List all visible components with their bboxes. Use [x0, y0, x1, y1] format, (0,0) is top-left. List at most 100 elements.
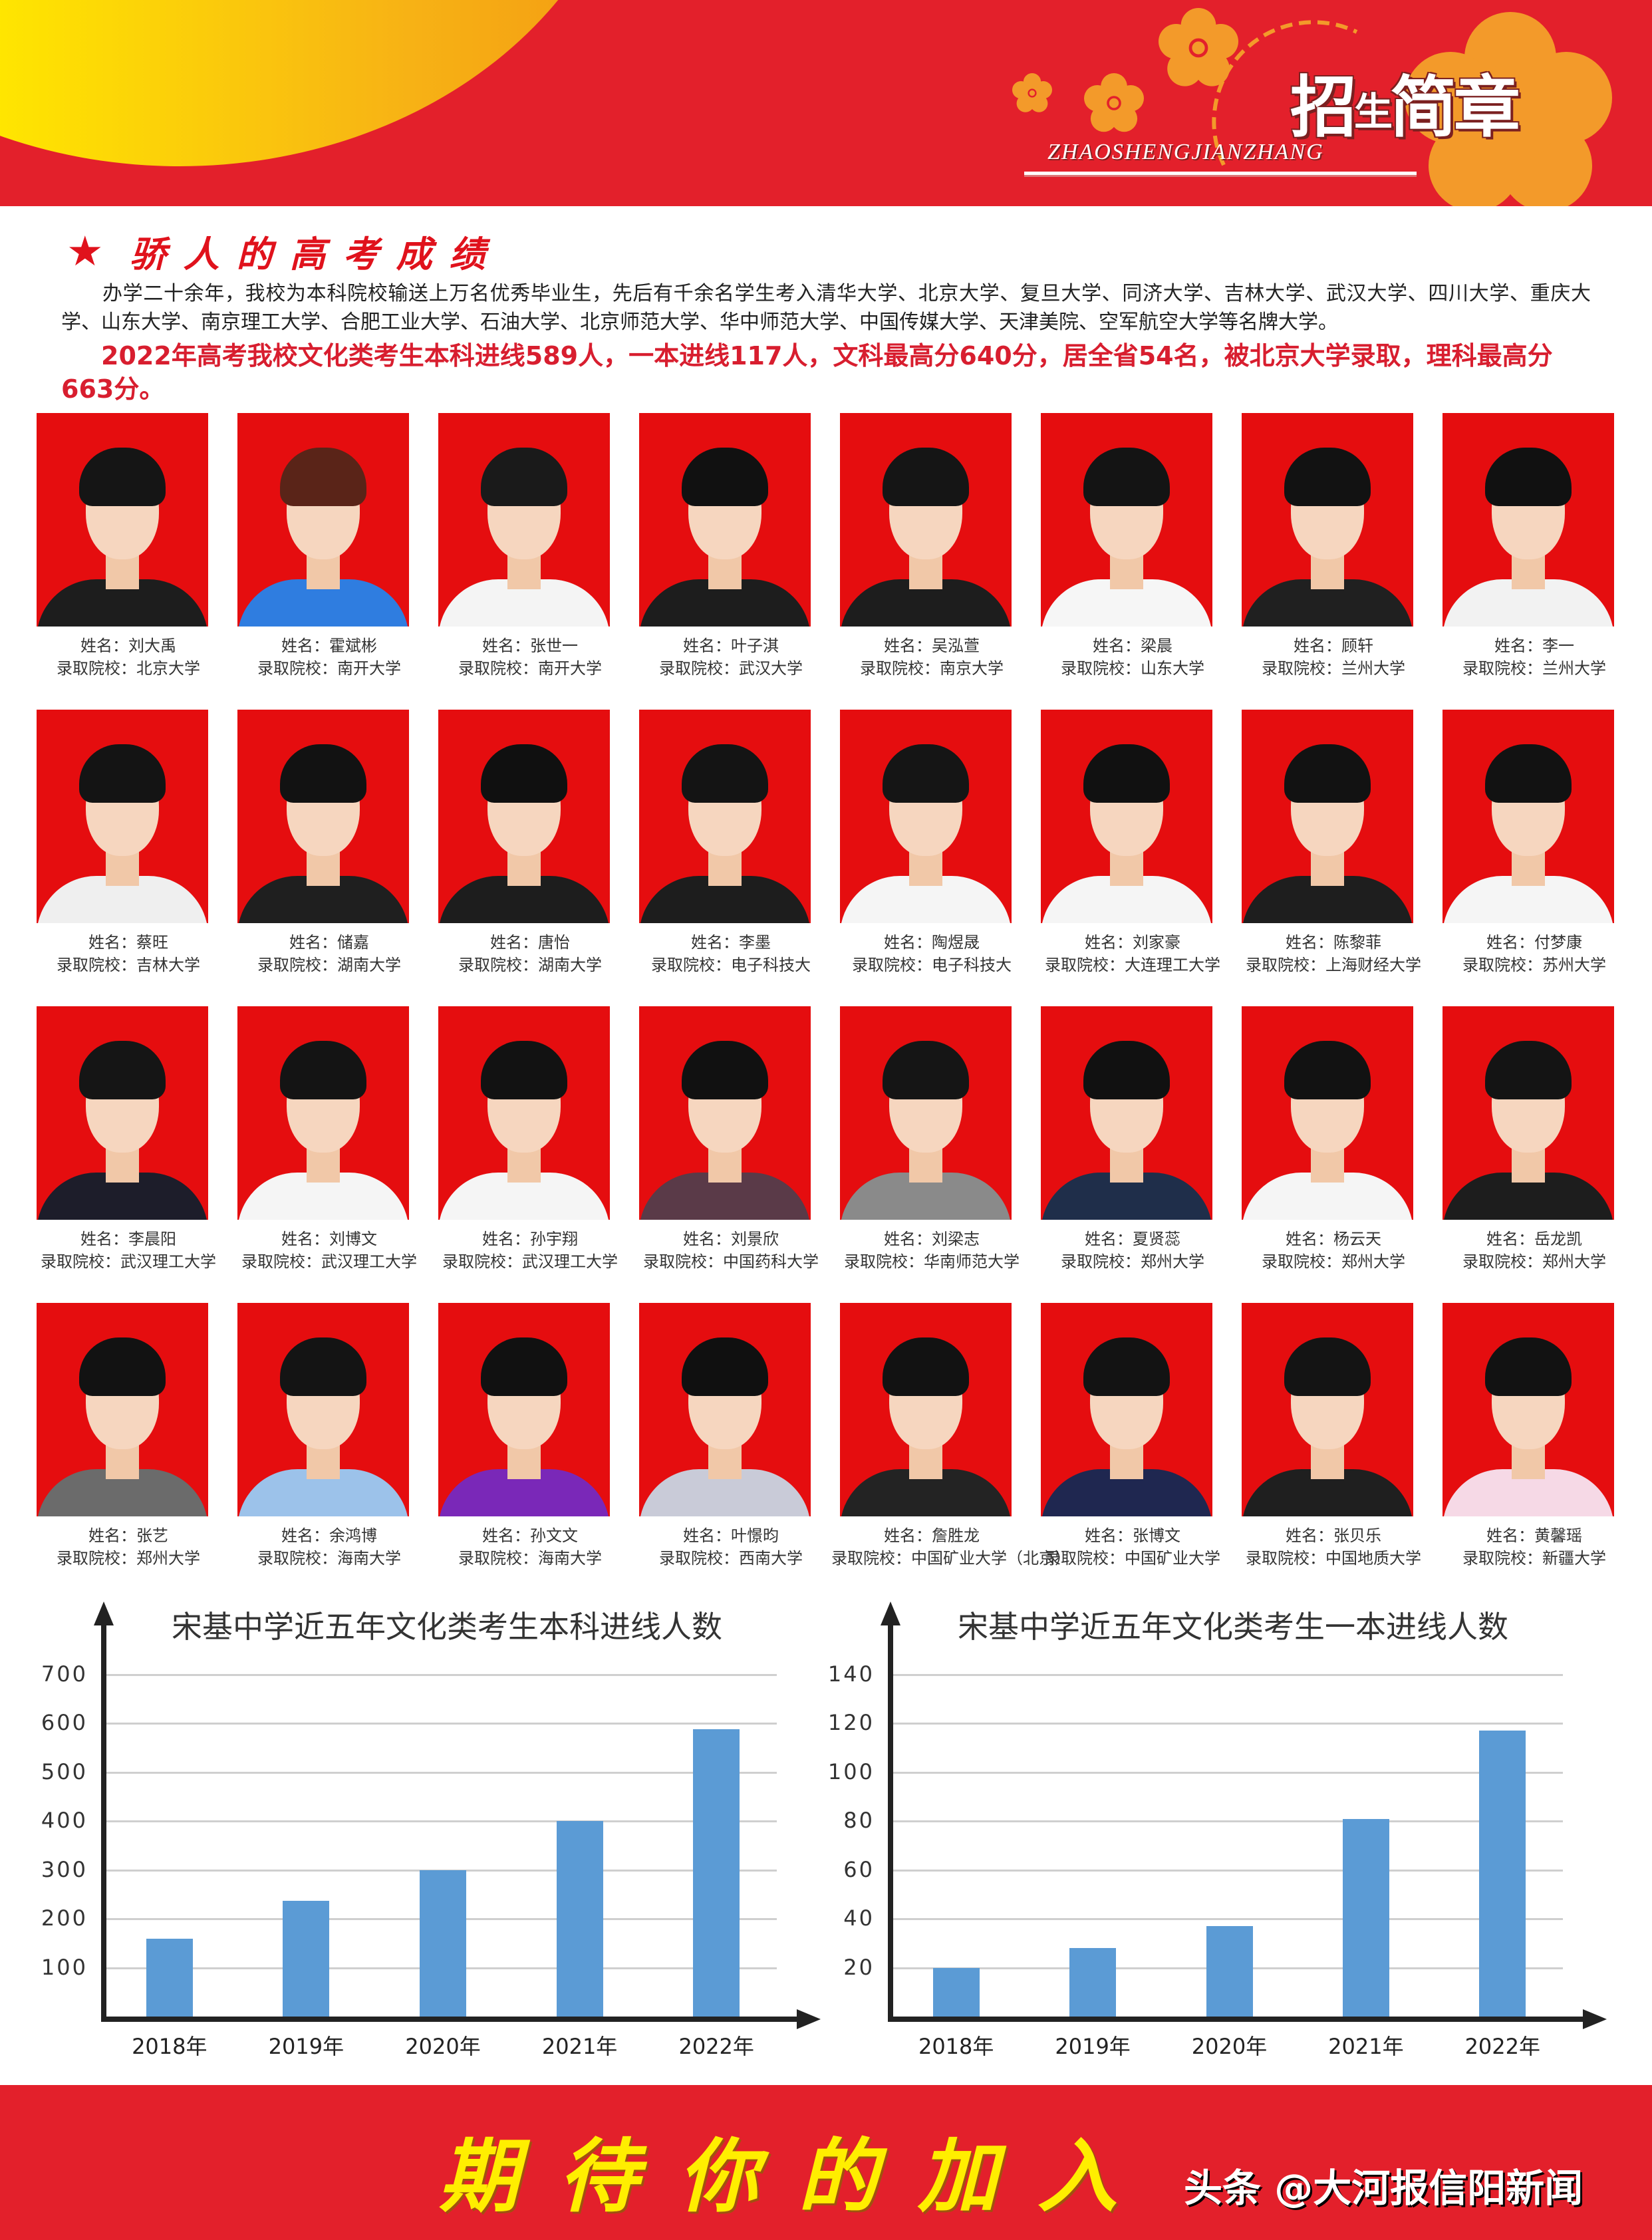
school-label: 录取院校：	[852, 956, 932, 974]
photo-hair	[1485, 744, 1572, 803]
header-banner: 招生简章 ZHAOSHENGJIANZHANG	[0, 0, 1652, 206]
school-value: 武汉大学	[739, 659, 803, 678]
school-value: 南京大学	[940, 659, 1004, 678]
dashed-arc-decoration	[1212, 20, 1358, 166]
name-label: 姓名：	[88, 1526, 136, 1545]
student-photo	[639, 710, 811, 923]
chart-undergrad-admissions: 宋基中学近五年文化类考生本科进线人数 700 600 500 400 300 200 100 2…	[0, 1602, 826, 2059]
student-photo	[1242, 710, 1413, 923]
bar	[146, 1938, 193, 2017]
student-name: 姓名：刘博文	[229, 1228, 430, 1250]
school-label: 录取院校：	[1462, 1252, 1542, 1271]
student-photo	[1443, 1303, 1614, 1516]
student-name: 姓名：孙文文	[430, 1524, 630, 1547]
y-tick-label: 60	[843, 1856, 875, 1882]
name-label: 姓名：	[884, 933, 932, 952]
student-school: 录取院校：武汉理工大学	[430, 1250, 630, 1273]
bar	[693, 1729, 740, 2017]
school-label: 录取院校：	[458, 956, 538, 974]
student-photo	[840, 1303, 1012, 1516]
y-tick-label: 100	[41, 1954, 88, 1980]
x-tick-label: 2021年	[1328, 2034, 1404, 2059]
gridline	[893, 1820, 1563, 1823]
photo-hair	[79, 744, 166, 803]
school-label: 录取院校：	[831, 1549, 911, 1568]
student-card: 姓名：梁晨 录取院校：山东大学	[1032, 413, 1233, 680]
y-tick-label: 600	[41, 1710, 88, 1736]
student-school: 录取院校：西南大学	[630, 1547, 831, 1570]
student-school: 录取院校：武汉大学	[630, 657, 831, 680]
student-photo	[840, 710, 1012, 923]
school-label: 录取院校：	[643, 1252, 723, 1271]
student-name: 姓名：张艺	[28, 1524, 229, 1547]
school-value: 华南师范大学	[924, 1252, 1020, 1271]
gridline	[106, 1674, 777, 1676]
name-value: 张艺	[136, 1526, 168, 1545]
student-name: 姓名：杨云天	[1233, 1228, 1434, 1250]
photo-hair	[1083, 744, 1170, 803]
name-label: 姓名：	[1494, 636, 1542, 655]
student-photo	[840, 1006, 1012, 1220]
student-name: 姓名：刘家豪	[1032, 931, 1233, 954]
name-label: 姓名：	[1486, 1526, 1534, 1545]
student-name: 姓名：岳龙凯	[1434, 1228, 1635, 1250]
title-pinyin: ZHAOSHENGJIANZHANG	[1047, 140, 1324, 164]
student-photo	[37, 1006, 208, 1220]
gridline	[106, 1820, 777, 1823]
school-value: 中国矿业大学	[1125, 1549, 1220, 1568]
x-tick-label: 2019年	[1055, 2034, 1131, 2059]
school-value: 大连理工大学	[1125, 956, 1220, 974]
name-value: 余鸿博	[329, 1526, 377, 1545]
photo-hair	[1485, 448, 1572, 506]
student-name: 姓名：顾轩	[1233, 634, 1434, 657]
y-axis	[888, 1621, 893, 2019]
name-label: 姓名：	[482, 1526, 530, 1545]
school-label: 录取院校：	[458, 1549, 538, 1568]
x-tick-label: 2018年	[132, 2034, 207, 2059]
name-value: 刘梁志	[932, 1230, 980, 1248]
photo-hair	[1083, 1041, 1170, 1099]
name-label: 姓名：	[884, 1526, 932, 1545]
name-value: 李晨阳	[128, 1230, 176, 1248]
student-card: 姓名：李晨阳 录取院校：武汉理工大学	[28, 1006, 229, 1273]
student-school: 录取院校：新疆大学	[1434, 1547, 1635, 1570]
name-value: 张博文	[1133, 1526, 1180, 1545]
student-card: 姓名：付梦康 录取院校：苏州大学	[1434, 710, 1635, 976]
student-name: 姓名：陶煜晟	[831, 931, 1032, 954]
student-name: 姓名：吴泓萱	[831, 634, 1032, 657]
school-label: 录取院校：	[659, 1549, 739, 1568]
student-photo	[1242, 1303, 1413, 1516]
school-label: 录取院校：	[57, 659, 136, 678]
school-label: 录取院校：	[1262, 1252, 1341, 1271]
student-school: 录取院校：电子科技大	[630, 954, 831, 976]
x-axis	[888, 2017, 1584, 2022]
slogan-text: 期待你的加入	[439, 2130, 1157, 2223]
photo-hair	[280, 1041, 366, 1099]
bar	[932, 1967, 980, 2017]
name-label: 姓名：	[1486, 1230, 1534, 1248]
flower-icon	[1159, 8, 1238, 86]
student-school: 录取院校：海南大学	[430, 1547, 630, 1570]
school-label: 录取院校：	[57, 1549, 136, 1568]
results-highlight: 2022年高考我校文化类考生本科进线589人，一本进线117人，文科最高分640…	[61, 341, 1553, 404]
photo-hair	[481, 744, 567, 803]
photo-hair	[1083, 448, 1170, 506]
y-tick-label: 400	[41, 1808, 88, 1834]
y-tick-label: 500	[41, 1758, 88, 1784]
x-tick-label: 2022年	[1464, 2034, 1541, 2059]
y-tick-label: 20	[843, 1954, 875, 1980]
x-tick-label: 2019年	[268, 2034, 344, 2059]
name-value: 李墨	[739, 933, 771, 952]
student-card: 姓名：张贝乐 录取院校：中国地质大学	[1233, 1303, 1434, 1570]
photo-hair	[280, 744, 366, 803]
school-value: 兰州大学	[1542, 659, 1606, 678]
student-name: 姓名：霍斌彬	[229, 634, 430, 657]
student-card: 姓名：李墨 录取院校：电子科技大	[630, 710, 831, 976]
student-photo	[1443, 413, 1614, 627]
bar	[420, 1870, 466, 2017]
name-value: 刘家豪	[1133, 933, 1180, 952]
photo-hair	[1284, 1337, 1371, 1396]
name-label: 姓名：	[1286, 1230, 1333, 1248]
student-school: 录取院校：南开大学	[229, 657, 430, 680]
name-label: 姓名：	[1085, 1230, 1133, 1248]
